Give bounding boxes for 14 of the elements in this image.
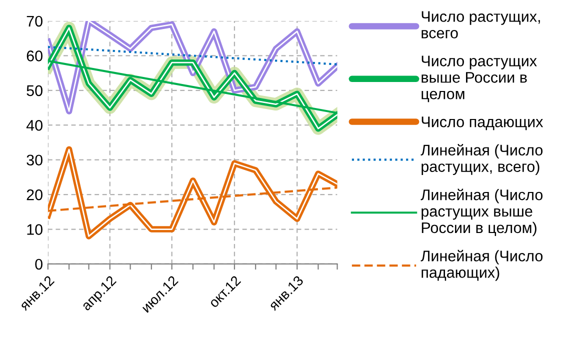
legend-label: Линейная (Число растущих, всего) — [420, 144, 543, 175]
legend-label: Число падающих — [422, 116, 544, 130]
legend-label: Линейная (Число растущих выше России в целом) — [420, 188, 543, 236]
legend-label: Число растущих выше России в целом — [422, 56, 537, 102]
y-tick-label: 0 — [35, 258, 42, 270]
y-tick-label: 70 — [26, 16, 42, 27]
legend-label: Число растущих, всего — [422, 11, 540, 38]
y-tick-label: 50 — [26, 85, 42, 96]
y-tick-label: 60 — [26, 50, 42, 62]
y-tick-label: 30 — [26, 154, 42, 166]
y-tick-label: 10 — [27, 224, 42, 235]
y-tick-label: 20 — [26, 189, 42, 200]
y-tick-label: 40 — [26, 120, 42, 131]
legend-label: Линейная (Число падающих) — [420, 250, 543, 281]
